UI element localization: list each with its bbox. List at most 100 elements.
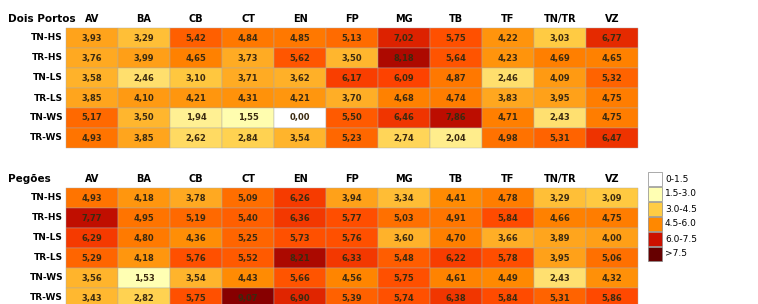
Text: 3,83: 3,83 [498, 94, 518, 102]
Text: 5,76: 5,76 [186, 254, 206, 262]
Text: 3,29: 3,29 [133, 33, 155, 43]
Text: 7,77: 7,77 [82, 213, 102, 223]
Text: 4,10: 4,10 [133, 94, 155, 102]
Text: 5,25: 5,25 [237, 233, 258, 243]
Text: TN-WS: TN-WS [30, 274, 63, 282]
Text: 0-1.5: 0-1.5 [665, 174, 688, 184]
Text: 6,33: 6,33 [342, 254, 362, 262]
Text: 4,68: 4,68 [393, 94, 415, 102]
Text: TB: TB [449, 14, 463, 24]
Text: 4,84: 4,84 [237, 33, 258, 43]
Text: 5,40: 5,40 [237, 213, 258, 223]
Text: 2,04: 2,04 [446, 133, 466, 143]
Text: 3,95: 3,95 [550, 254, 570, 262]
Text: 5,17: 5,17 [82, 113, 102, 123]
Text: 6,17: 6,17 [342, 74, 362, 82]
Text: 6,47: 6,47 [602, 133, 622, 143]
Text: CT: CT [241, 14, 255, 24]
Text: 5,75: 5,75 [446, 33, 466, 43]
Text: 1,94: 1,94 [186, 113, 206, 123]
Text: 3,93: 3,93 [82, 33, 102, 43]
Text: 3,50: 3,50 [342, 54, 362, 63]
Text: 4,41: 4,41 [446, 194, 466, 202]
Text: 5,75: 5,75 [393, 274, 415, 282]
Text: TR-WS: TR-WS [30, 133, 63, 143]
Text: TN-LS: TN-LS [33, 74, 63, 82]
Text: 5,48: 5,48 [393, 254, 415, 262]
Text: 3,09: 3,09 [602, 194, 622, 202]
Text: TR-HS: TR-HS [32, 213, 63, 223]
Text: FP: FP [345, 14, 359, 24]
Text: MG: MG [395, 174, 413, 184]
Text: 4,70: 4,70 [446, 233, 466, 243]
Text: EN: EN [293, 14, 308, 24]
Text: 4,43: 4,43 [237, 274, 258, 282]
Text: 4,75: 4,75 [602, 213, 622, 223]
Text: 4,22: 4,22 [497, 33, 518, 43]
Text: TR-HS: TR-HS [32, 54, 63, 63]
Text: 4,23: 4,23 [497, 54, 518, 63]
Text: 6,38: 6,38 [446, 293, 466, 302]
Text: 3,94: 3,94 [342, 194, 362, 202]
Text: 4,21: 4,21 [290, 94, 311, 102]
Text: 8,18: 8,18 [393, 54, 415, 63]
Text: 5,13: 5,13 [342, 33, 362, 43]
Text: CB: CB [189, 174, 203, 184]
Text: CB: CB [189, 14, 203, 24]
Text: 5,84: 5,84 [497, 213, 518, 223]
Text: 3,89: 3,89 [550, 233, 570, 243]
Text: 5,31: 5,31 [550, 293, 570, 302]
Text: 2,82: 2,82 [133, 293, 155, 302]
Text: 3,78: 3,78 [186, 194, 206, 202]
Text: 3,56: 3,56 [82, 274, 102, 282]
Text: 4,66: 4,66 [550, 213, 571, 223]
Text: 5,39: 5,39 [342, 293, 362, 302]
Text: 3,85: 3,85 [133, 133, 155, 143]
Text: 2,43: 2,43 [550, 274, 570, 282]
Text: 3,03: 3,03 [550, 33, 570, 43]
Text: AV: AV [85, 14, 99, 24]
Text: 3,73: 3,73 [238, 54, 258, 63]
Text: 6,36: 6,36 [290, 213, 310, 223]
Text: 5,76: 5,76 [342, 233, 362, 243]
Text: 4,75: 4,75 [602, 113, 622, 123]
Text: MG: MG [395, 14, 413, 24]
Text: TN-HS: TN-HS [31, 33, 63, 43]
Text: 4,65: 4,65 [186, 54, 206, 63]
Text: 7,02: 7,02 [393, 33, 415, 43]
Text: 4,71: 4,71 [497, 113, 518, 123]
Text: 4,61: 4,61 [446, 274, 466, 282]
Text: 6,22: 6,22 [446, 254, 466, 262]
Text: 4,87: 4,87 [446, 74, 466, 82]
Text: 2,62: 2,62 [186, 133, 206, 143]
Text: TF: TF [501, 14, 515, 24]
Text: TB: TB [449, 174, 463, 184]
Text: 4,78: 4,78 [498, 194, 518, 202]
Text: 6,90: 6,90 [290, 293, 310, 302]
Text: 5,62: 5,62 [290, 54, 311, 63]
Text: 4,36: 4,36 [186, 233, 206, 243]
Text: 6.0-7.5: 6.0-7.5 [665, 234, 697, 244]
Text: 4,49: 4,49 [497, 274, 518, 282]
Text: >7.5: >7.5 [665, 250, 687, 258]
Text: 3,85: 3,85 [82, 94, 102, 102]
Text: 5,32: 5,32 [602, 74, 622, 82]
Text: 9,07: 9,07 [238, 293, 258, 302]
Text: 3,99: 3,99 [133, 54, 154, 63]
Text: BA: BA [136, 174, 152, 184]
Text: 5,78: 5,78 [498, 254, 518, 262]
Text: 5,42: 5,42 [186, 33, 206, 43]
Text: 4,74: 4,74 [446, 94, 466, 102]
Text: 5,66: 5,66 [290, 274, 311, 282]
Text: 4.5-6.0: 4.5-6.0 [665, 219, 697, 229]
Text: AV: AV [85, 174, 99, 184]
Text: 4,93: 4,93 [82, 133, 102, 143]
Text: 2,74: 2,74 [393, 133, 415, 143]
Text: 3,95: 3,95 [550, 94, 570, 102]
Text: TN-WS: TN-WS [30, 113, 63, 123]
Text: VZ: VZ [605, 14, 619, 24]
Text: 5,64: 5,64 [446, 54, 466, 63]
Text: 4,32: 4,32 [602, 274, 622, 282]
Text: 0,00: 0,00 [290, 113, 310, 123]
Text: 3.0-4.5: 3.0-4.5 [665, 205, 697, 213]
